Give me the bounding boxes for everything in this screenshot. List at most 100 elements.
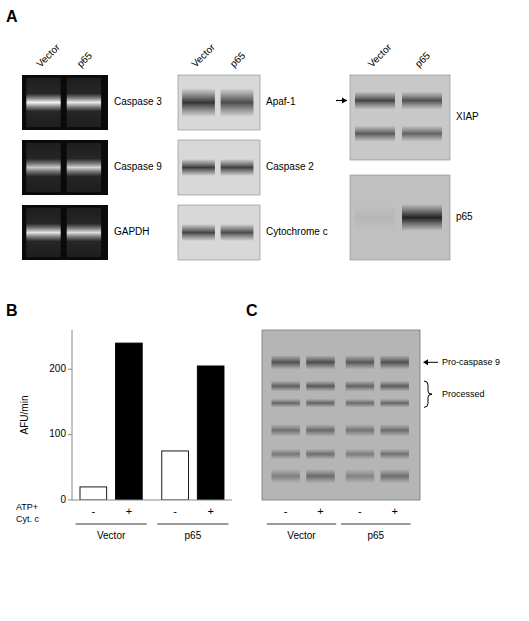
blot-band: [271, 424, 299, 436]
y-tick: [68, 500, 72, 501]
blot-band: [381, 449, 409, 459]
panel-label: B: [6, 302, 18, 319]
blot-band: [346, 399, 374, 408]
arrow-head: [342, 98, 347, 104]
lane-label: +: [317, 505, 323, 517]
blot-band: [381, 399, 409, 408]
panel-label: C: [246, 302, 258, 319]
blot-band: [346, 449, 374, 459]
y-axis: [72, 330, 73, 500]
group-line: [157, 524, 228, 525]
blot-band: [271, 449, 299, 459]
group-line: [341, 524, 411, 525]
blot-band: [381, 356, 409, 370]
blot-band: [221, 89, 254, 117]
blot-band: [306, 469, 334, 483]
x-axis: [72, 500, 232, 501]
row-label: ATP+: [16, 502, 38, 512]
blot-band: [221, 159, 254, 176]
x-tick-label: -: [91, 505, 95, 517]
y-tick-label: 200: [49, 363, 66, 374]
x-tick-label: -: [173, 505, 177, 517]
gel-band: [26, 81, 60, 125]
row-label: Caspase 2: [266, 161, 314, 172]
brace: [424, 381, 432, 407]
panel-label: A: [6, 8, 18, 25]
blot-band: [355, 126, 395, 141]
gel-lane: [67, 208, 101, 258]
bars: [80, 343, 224, 500]
bar: [80, 487, 107, 500]
group-label: Vector: [97, 530, 126, 541]
group-line: [76, 524, 147, 525]
blot: [178, 140, 260, 195]
figure: AVectorp65Caspase 3Caspase 9GAPDHVectorp…: [0, 0, 529, 621]
blot-band: [355, 92, 395, 109]
gel: [22, 205, 108, 260]
gel-band: [67, 146, 101, 190]
gel-band: [26, 211, 60, 255]
bar: [116, 343, 143, 500]
group-label: Vector: [287, 530, 316, 541]
gel-lane: [67, 143, 101, 193]
blot-band: [306, 381, 334, 391]
row-label: GAPDH: [114, 226, 150, 237]
lane-header: Vector: [189, 41, 217, 69]
blot-band: [306, 399, 334, 408]
y-tick-label: 100: [49, 428, 66, 439]
blot-band: [182, 89, 215, 117]
blot-band: [182, 159, 215, 176]
blot-band: [402, 126, 442, 141]
gel-lane: [26, 143, 60, 193]
row-label: XIAP: [456, 111, 479, 122]
y-axis-label: AFU/min: [19, 396, 30, 435]
blot: [178, 205, 260, 260]
gel-lane: [26, 208, 60, 258]
gel-band: [67, 81, 101, 125]
blot-band: [306, 449, 334, 459]
blot-band: [306, 424, 334, 436]
blot-band: [221, 224, 254, 241]
blot-band: [381, 469, 409, 483]
lane-label: -: [358, 505, 362, 517]
blot: [262, 330, 420, 500]
gel: [22, 140, 108, 195]
lane-label: -: [284, 505, 288, 517]
bar: [197, 366, 224, 500]
gel-lane: [26, 78, 60, 128]
gel: [22, 75, 108, 130]
blot: [350, 175, 450, 260]
lane-header: p65: [228, 50, 248, 70]
blot-band: [355, 205, 395, 231]
blot-band: [182, 224, 215, 241]
x-tick-label: +: [207, 505, 213, 517]
blot-band: [402, 205, 442, 231]
row-label: p65: [456, 211, 473, 222]
blot-band: [346, 381, 374, 391]
lane-header: Vector: [366, 41, 394, 69]
y-tick-label: 0: [60, 494, 66, 505]
row-label: Caspase 3: [114, 96, 162, 107]
row-label: Apaf-1: [266, 96, 296, 107]
gel-band: [26, 146, 60, 190]
blot-band: [402, 92, 442, 109]
blot-band: [381, 381, 409, 391]
blot-band: [381, 424, 409, 436]
row-label: Caspase 9: [114, 161, 162, 172]
band-label: Pro-caspase 9: [442, 357, 500, 367]
gel-lane: [67, 78, 101, 128]
blot-band: [346, 356, 374, 370]
row-label: Cytochrome c: [266, 226, 328, 237]
blot-band: [346, 469, 374, 483]
blot-band: [271, 356, 299, 370]
lane-header: Vector: [34, 41, 62, 69]
lane-label: +: [392, 505, 398, 517]
x-tick-label: +: [126, 505, 132, 517]
blot-band: [271, 469, 299, 483]
group-label: p65: [367, 530, 384, 541]
bar: [162, 451, 189, 500]
blot-band: [306, 356, 334, 370]
blot: [350, 75, 450, 160]
blot-band: [271, 399, 299, 408]
lane-header: p65: [75, 50, 95, 70]
